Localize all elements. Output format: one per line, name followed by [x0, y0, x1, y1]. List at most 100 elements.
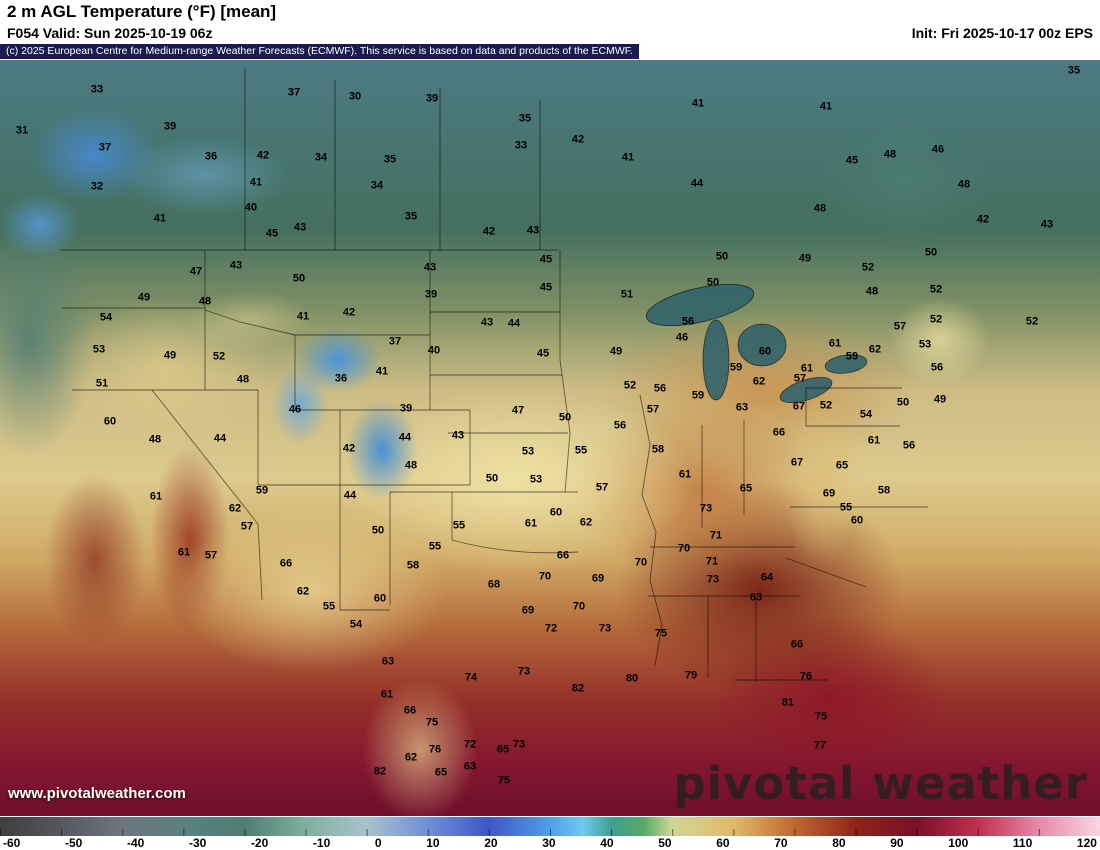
temp-label: 61	[177, 546, 191, 559]
temp-label: 76	[428, 743, 442, 756]
colorbar-tick-label: 60	[716, 836, 730, 850]
temp-label: 52	[861, 261, 875, 274]
temp-label: 52	[819, 399, 833, 412]
temp-label: 62	[868, 343, 882, 356]
header: 2 m AGL Temperature (°F) [mean] F054 Val…	[0, 0, 1100, 60]
temp-label: 48	[148, 433, 162, 446]
temp-label: 72	[544, 622, 558, 635]
temp-label: 41	[296, 310, 310, 323]
colorbar-tick-label: -10	[312, 836, 331, 850]
temp-label: 61	[524, 517, 538, 530]
temp-label: 70	[538, 570, 552, 583]
temp-label: 66	[790, 638, 804, 651]
temp-label: 56	[930, 361, 944, 374]
colorbar-tickmarks	[0, 829, 1100, 836]
temp-label: 33	[90, 83, 104, 96]
temp-label: 73	[699, 502, 713, 515]
temp-label: 43	[293, 221, 307, 234]
temp-label: 59	[729, 361, 743, 374]
temp-label: 59	[845, 350, 859, 363]
temp-label: 66	[772, 426, 786, 439]
temp-label: 52	[212, 350, 226, 363]
temp-label: 54	[349, 618, 363, 631]
temp-label: 55	[322, 600, 336, 613]
temp-label: 31	[15, 124, 29, 137]
temp-label: 63	[749, 591, 763, 604]
colorbar-tick-label: 120	[1076, 836, 1097, 850]
temp-label: 46	[931, 143, 945, 156]
temp-label: 47	[511, 404, 525, 417]
temp-label: 60	[103, 415, 117, 428]
watermark-url: www.pivotalweather.com	[8, 785, 186, 802]
temp-label: 66	[556, 549, 570, 562]
colorbar-tick-label: -40	[126, 836, 145, 850]
temp-label: 82	[571, 682, 585, 695]
temp-label: 48	[865, 285, 879, 298]
temp-label: 52	[929, 283, 943, 296]
temp-label: 50	[292, 272, 306, 285]
temp-label: 50	[558, 411, 572, 424]
temp-label: 59	[691, 389, 705, 402]
temp-label: 76	[799, 670, 813, 683]
temp-label: 43	[480, 316, 494, 329]
colorbar-tick-label: 90	[890, 836, 904, 850]
temp-label: 53	[918, 338, 932, 351]
temperature-map: 33 37 30 39 35 41 41 35 48 46 31 39 37 36 42 34 35 33 42 41…	[0, 60, 1100, 816]
temp-label: 62	[752, 375, 766, 388]
temp-label: 46	[675, 331, 689, 344]
map-overlay	[60, 68, 928, 682]
temp-label: 50	[896, 396, 910, 409]
temp-label: 46	[288, 403, 302, 416]
temp-label: 44	[343, 489, 357, 502]
temp-label: 37	[388, 335, 402, 348]
temp-label: 50	[924, 246, 938, 259]
header-subrow: F054 Valid: Sun 2025-10-19 06z Init: Fri…	[7, 25, 1093, 41]
state-borders	[60, 68, 928, 682]
temp-label: 40	[427, 344, 441, 357]
temp-label: 62	[296, 585, 310, 598]
temp-label: 79	[684, 669, 698, 682]
colorbar-tick-label: 30	[542, 836, 556, 850]
temp-label: 37	[287, 86, 301, 99]
temp-label: 61	[678, 468, 692, 481]
temp-label: 58	[651, 443, 665, 456]
temp-label: 61	[800, 362, 814, 375]
temp-label: 59	[255, 484, 269, 497]
temp-label: 80	[625, 672, 639, 685]
temp-label: 41	[375, 365, 389, 378]
temp-label: 62	[228, 502, 242, 515]
colorbar: -60 -50 -40 -30 -20 -10 0 10 20 30 40 50 60 70 80 90 100…	[0, 816, 1100, 850]
temp-label: 67	[790, 456, 804, 469]
temp-label: 60	[549, 506, 563, 519]
temp-label: 52	[929, 313, 943, 326]
temp-label: 49	[137, 291, 151, 304]
temp-label: 48	[957, 178, 971, 191]
colorbar-gradient	[0, 817, 1100, 836]
temp-label: 50	[706, 276, 720, 289]
temp-label: 35	[383, 153, 397, 166]
forecast-valid-label: F054 Valid: Sun 2025-10-19 06z	[7, 25, 213, 41]
temp-label: 57	[240, 520, 254, 533]
temp-label: 52	[1025, 315, 1039, 328]
temp-label: 39	[425, 92, 439, 105]
temp-label: 75	[654, 627, 668, 640]
temp-label: 77	[813, 739, 827, 752]
temp-label: 34	[314, 151, 328, 164]
temp-label: 56	[653, 382, 667, 395]
temp-label: 43	[1040, 218, 1054, 231]
temp-label: 42	[342, 442, 356, 455]
temp-label: 32	[90, 180, 104, 193]
colorbar-tick-label: 10	[426, 836, 440, 850]
temp-label: 75	[814, 710, 828, 723]
temp-label: 41	[691, 97, 705, 110]
temp-label: 48	[883, 148, 897, 161]
temp-label: 74	[464, 671, 478, 684]
temp-label: 42	[256, 149, 270, 162]
temp-label: 43	[451, 429, 465, 442]
temp-label: 35	[404, 210, 418, 223]
temp-label: 36	[204, 150, 218, 163]
temp-label: 50	[371, 524, 385, 537]
temp-label: 56	[613, 419, 627, 432]
temp-label: 60	[850, 514, 864, 527]
temp-label: 44	[398, 431, 412, 444]
